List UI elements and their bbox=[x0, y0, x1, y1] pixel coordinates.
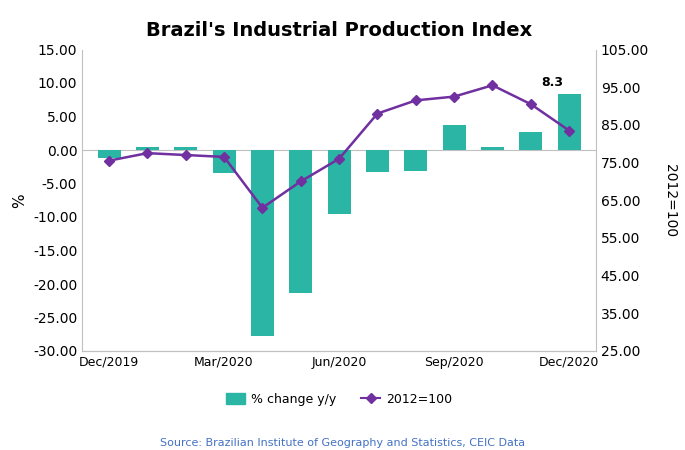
Legend: % change y/y, 2012=100: % change y/y, 2012=100 bbox=[221, 388, 458, 411]
Bar bbox=[443, 125, 466, 150]
Bar bbox=[212, 150, 236, 173]
Bar bbox=[136, 147, 159, 150]
Text: 8.3: 8.3 bbox=[541, 76, 563, 90]
Bar bbox=[404, 150, 427, 171]
Text: Source: Brazilian Institute of Geography and Statistics, CEIC Data: Source: Brazilian Institute of Geography… bbox=[160, 437, 525, 447]
Bar bbox=[289, 150, 312, 293]
Title: Brazil's Industrial Production Index: Brazil's Industrial Production Index bbox=[146, 21, 532, 40]
Bar bbox=[481, 147, 504, 150]
Bar bbox=[97, 150, 121, 158]
Y-axis label: 2012=100: 2012=100 bbox=[663, 164, 677, 237]
Bar bbox=[327, 150, 351, 214]
Bar bbox=[174, 147, 197, 150]
Bar bbox=[558, 94, 581, 150]
Y-axis label: %: % bbox=[12, 193, 27, 207]
Bar bbox=[251, 150, 274, 336]
Bar bbox=[519, 132, 543, 150]
Bar bbox=[366, 150, 389, 172]
